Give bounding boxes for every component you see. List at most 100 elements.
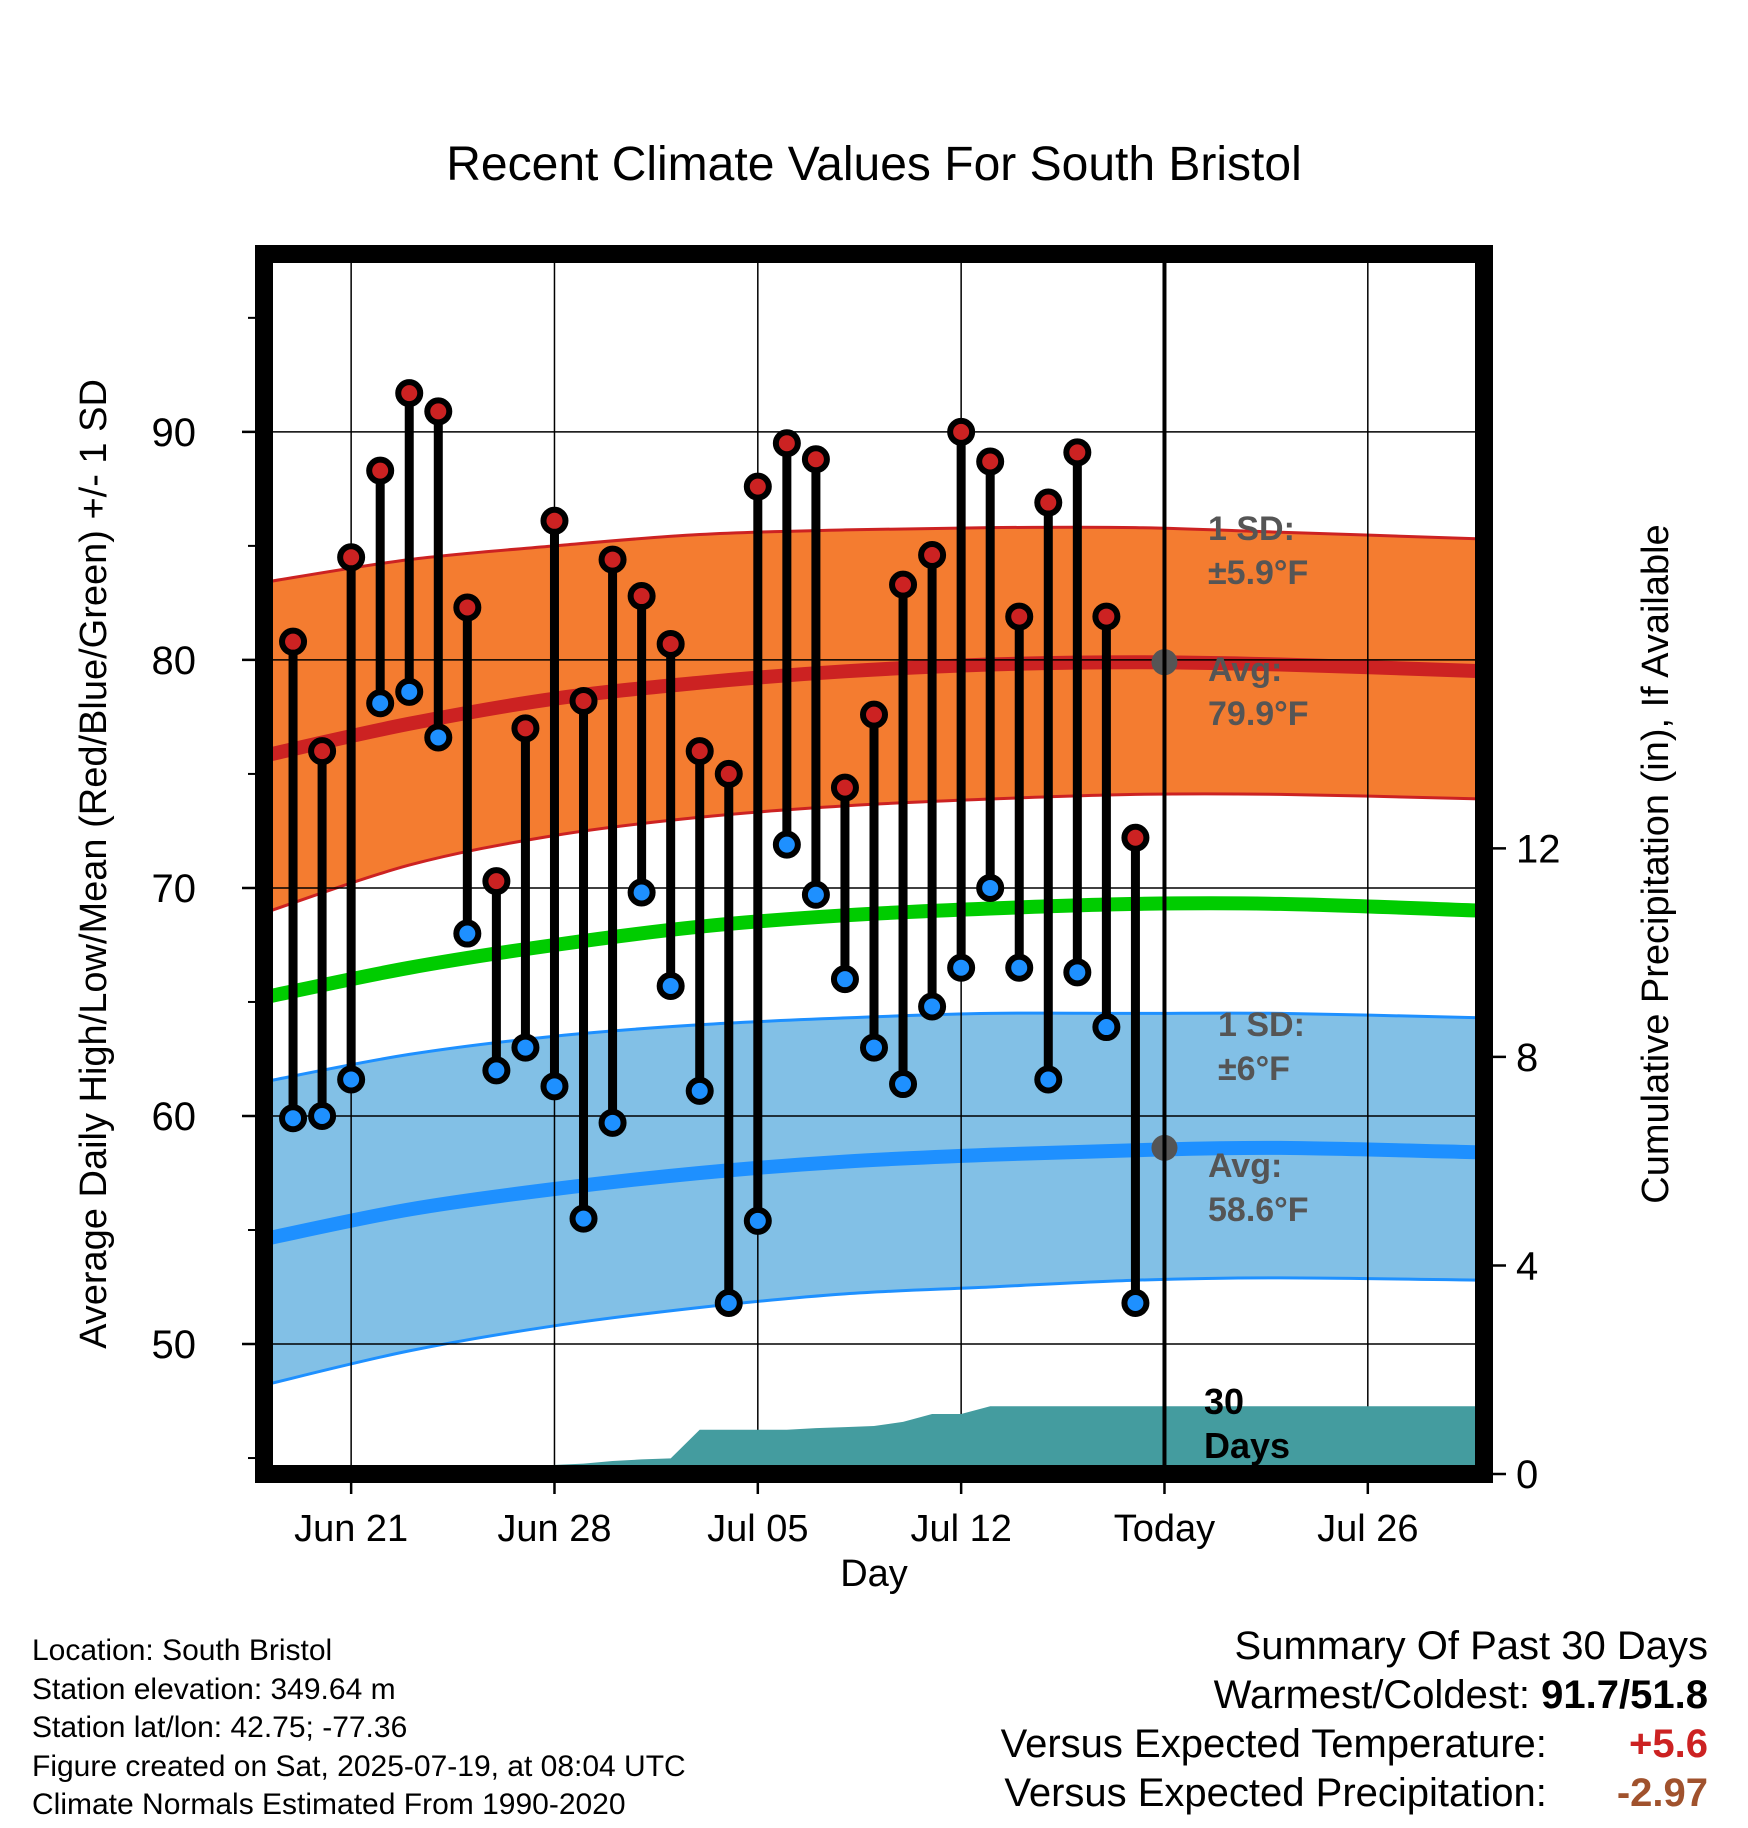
daily-low-point <box>685 1076 714 1105</box>
y-axis-label: Average Daily High/Low/Mean (Red/Blue/Gr… <box>73 379 115 1349</box>
daily-low-point <box>947 953 976 982</box>
daily-low-point <box>1005 953 1034 982</box>
high-avg-label: Avg: <box>1208 651 1282 689</box>
daily-high-point <box>976 447 1005 476</box>
daily-high-point <box>743 472 772 501</box>
daily-high-point <box>366 456 395 485</box>
daily-low-point <box>656 972 685 1000</box>
daily-high-point <box>656 629 685 658</box>
daily-low-point <box>830 965 859 994</box>
daily-high-point <box>482 867 511 896</box>
daily-low-point <box>308 1101 337 1130</box>
daily-low-point <box>860 1033 888 1062</box>
daily-low-point <box>889 1070 918 1099</box>
daily-high-point <box>860 700 888 729</box>
daily-low-point <box>1092 1013 1121 1042</box>
daily-low-point <box>598 1108 627 1137</box>
daily-high-point <box>395 379 424 408</box>
daily-high-point <box>918 541 947 570</box>
daily-low-point <box>976 873 1005 902</box>
daily-low-point <box>772 830 801 859</box>
daily-high-point <box>947 417 976 446</box>
y-tick-label: 90 <box>152 411 197 455</box>
daily-low-point <box>801 880 830 909</box>
daily-low-point <box>743 1206 772 1235</box>
daily-high-point <box>540 506 569 535</box>
daily-high-point <box>685 737 714 766</box>
daily-high-point <box>1092 602 1121 631</box>
summary-panel: Summary Of Past 30 Days Warmest/Coldest:… <box>1001 1622 1708 1818</box>
daily-high-point <box>801 445 830 474</box>
today-days-count: 30 <box>1204 1381 1244 1422</box>
y2-tick-label: 8 <box>1516 1036 1538 1080</box>
climate-chart: Recent Climate Values For South Bristol … <box>73 138 1677 1595</box>
daily-high-point <box>453 593 482 622</box>
daily-low-point <box>366 689 395 718</box>
normals-text: Climate Normals Estimated From 1990-2020 <box>32 1788 626 1821</box>
normal-high-line <box>264 655 1484 763</box>
daily-low-point <box>395 677 424 706</box>
low-sd-value: ±6°F <box>1218 1050 1290 1088</box>
low-avg-value: 58.6°F <box>1208 1191 1309 1229</box>
x-tick-label: Jul 05 <box>707 1508 808 1550</box>
summary-warmest-row: Warmest/Coldest: 91.7/51.8 <box>1001 1671 1708 1720</box>
daily-high-point <box>511 714 540 743</box>
y2-tick-label: 0 <box>1516 1453 1538 1497</box>
elevation-text: Station elevation: 349.64 m <box>32 1672 396 1706</box>
daily-low-point <box>627 878 656 907</box>
daily-high-point <box>1005 602 1034 631</box>
x-tick-label: Jul 12 <box>910 1508 1011 1550</box>
x-tick-label: Jun 28 <box>497 1508 611 1550</box>
low-sd-band <box>264 1013 1484 1386</box>
daily-high-point <box>1034 488 1063 517</box>
chart-title: Recent Climate Values For South Bristol <box>446 138 1301 191</box>
created-text: Figure created on Sat, 2025-07-19, at 08… <box>32 1749 686 1783</box>
y-tick-label: 70 <box>152 867 197 911</box>
daily-high-point <box>830 773 859 802</box>
daily-high-point <box>598 545 627 574</box>
high-sd-label: 1 SD: <box>1208 510 1295 548</box>
daily-low-point <box>1121 1288 1150 1317</box>
daily-high-point <box>279 627 308 656</box>
daily-high-point <box>1063 438 1092 467</box>
warmest-value: 91.7/51.8 <box>1541 1673 1708 1717</box>
temp-value: +5.6 <box>1629 1722 1708 1766</box>
high-sd-value: ±5.9°F <box>1208 554 1308 592</box>
location-text: Location: South Bristol <box>32 1634 333 1667</box>
daily-high-point <box>569 686 598 715</box>
low-sd-upper-line <box>264 1011 1484 1084</box>
x-tick-label: Jul 26 <box>1317 1508 1418 1550</box>
y-tick-label: 60 <box>152 1095 197 1139</box>
high-sd-upper-line <box>264 525 1484 584</box>
station-info: Location: South Bristol Station elevatio… <box>32 1632 686 1825</box>
x-axis-label: Day <box>840 1553 908 1595</box>
low-avg-label: Avg: <box>1208 1147 1282 1185</box>
low-sd-lower-line <box>264 1276 1484 1387</box>
x-tick-label: Today <box>1114 1508 1215 1550</box>
high-avg-value: 79.9°F <box>1208 695 1309 733</box>
daily-high-point <box>772 429 801 458</box>
daily-high-point <box>714 759 743 788</box>
summary-temp-row: Versus Expected Temperature: +5.6 <box>1001 1720 1708 1769</box>
temp-label: Versus Expected Temperature: <box>1000 1722 1547 1766</box>
daily-low-point <box>918 992 947 1021</box>
daily-low-point <box>569 1204 598 1233</box>
daily-low-point <box>511 1033 540 1062</box>
low-sd-label: 1 SD: <box>1218 1006 1305 1044</box>
daily-high-point <box>424 397 453 426</box>
y-tick-label: 80 <box>152 639 197 683</box>
daily-low-point <box>714 1288 743 1317</box>
daily-high-point <box>627 582 656 611</box>
daily-low-point <box>1034 1065 1063 1094</box>
daily-high-point <box>1121 823 1150 852</box>
daily-high-point <box>337 543 366 572</box>
daily-low-point <box>453 919 482 948</box>
daily-low-point <box>337 1065 366 1094</box>
x-tick-label: Jun 21 <box>294 1508 408 1550</box>
y2-tick-label: 12 <box>1516 827 1561 871</box>
y2-tick-label: 4 <box>1516 1244 1538 1288</box>
daily-high-point <box>308 737 337 766</box>
y-tick-label: 50 <box>152 1323 197 1367</box>
summary-heading: Summary Of Past 30 Days <box>1234 1624 1708 1668</box>
latlon-text: Station lat/lon: 42.75; -77.36 <box>32 1711 408 1744</box>
